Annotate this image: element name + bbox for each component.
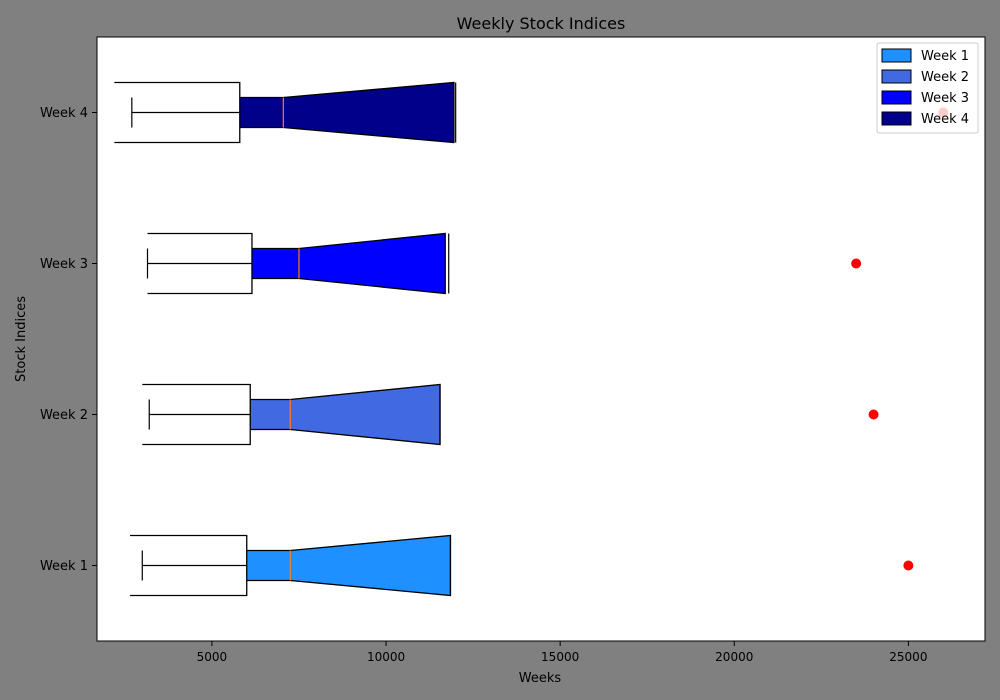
y-tick-label: Week 1 <box>40 559 88 574</box>
y-tick-label: Week 4 <box>40 106 88 121</box>
y-axis: Week 1 Week 2 Week 3 Week 4 <box>40 106 97 574</box>
chart-title: Weekly Stock Indices <box>457 14 626 33</box>
legend-swatch <box>881 69 912 84</box>
x-tick-label: 25000 <box>889 650 927 664</box>
outlier-point <box>868 409 879 420</box>
legend-label: Week 1 <box>921 49 969 64</box>
boxes-layer <box>114 81 457 597</box>
x-tick-label: 5000 <box>197 650 228 664</box>
legend-label: Week 4 <box>921 112 969 127</box>
legend-swatch <box>881 48 912 63</box>
outlier-point <box>851 258 862 269</box>
y-tick-label: Week 3 <box>40 257 88 272</box>
legend: Week 1 Week 2 Week 3 Week 4 <box>876 42 979 134</box>
legend-frame <box>876 42 979 134</box>
legend-swatch <box>881 111 912 126</box>
x-tick-label: 10000 <box>367 650 405 664</box>
y-tick-label: Week 2 <box>40 408 88 423</box>
legend-swatch <box>881 90 912 105</box>
plot-area <box>97 37 985 641</box>
outlier-point <box>903 560 914 571</box>
x-axis: 5000 10000 15000 20000 25000 <box>197 641 927 664</box>
plot-frame <box>96 36 986 642</box>
y-axis-label: Stock Indices <box>14 296 29 382</box>
legend-label: Week 2 <box>921 70 969 85</box>
x-tick-label: 15000 <box>541 650 579 664</box>
x-axis-label: Weeks <box>519 671 562 686</box>
legend-label: Week 3 <box>921 91 969 106</box>
x-tick-label: 20000 <box>715 650 753 664</box>
